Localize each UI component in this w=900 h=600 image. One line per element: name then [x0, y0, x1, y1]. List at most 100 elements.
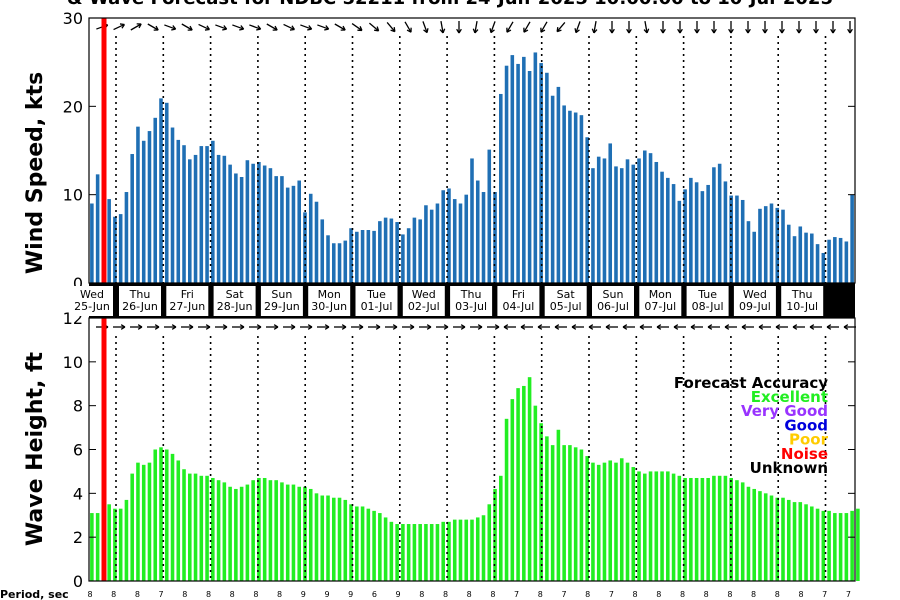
- wind-direction-arrow: [796, 21, 802, 34]
- wind-bar: [752, 231, 756, 283]
- day-label-date: 25-Jun: [74, 300, 110, 313]
- day-label-weekday: Thu: [460, 288, 482, 301]
- wave-bar: [360, 506, 365, 581]
- wind-bar: [746, 221, 751, 283]
- wave-bar: [815, 508, 820, 581]
- wind-direction-arrow: [351, 23, 363, 32]
- wind-bar: [458, 203, 463, 283]
- wind-bar: [159, 98, 163, 283]
- wind-bar: [470, 158, 474, 283]
- wind-bar: [113, 216, 117, 283]
- day-label-date: 06-Jul: [597, 300, 629, 313]
- wave-direction-arrow: [571, 324, 584, 330]
- wave-bar: [435, 524, 440, 581]
- wave-bar: [228, 486, 232, 581]
- wave-bar: [562, 445, 566, 581]
- wind-bar: [314, 201, 319, 283]
- wind-bar: [723, 181, 728, 283]
- wave-bar: [378, 513, 382, 581]
- wave-direction-arrow: [113, 324, 126, 330]
- wind-direction-arrow: [300, 24, 313, 31]
- wind-bar: [844, 241, 849, 283]
- wave-bar: [159, 447, 163, 581]
- wave-direction-arrow: [826, 324, 839, 330]
- wind-bar: [625, 159, 630, 283]
- wave-bar: [303, 486, 307, 581]
- wind-bar: [763, 206, 768, 283]
- wind-ytick-label: 20: [63, 97, 83, 116]
- wind-bar: [343, 240, 348, 283]
- wind-bar: [297, 180, 301, 283]
- day-label-weekday: Tue: [697, 288, 717, 301]
- period-value: 7: [561, 590, 566, 599]
- wind-direction-arrow: [317, 24, 330, 31]
- wave-bar: [844, 513, 849, 581]
- wind-direction-arrow: [556, 21, 566, 33]
- wave-bar: [211, 477, 215, 581]
- day-label-box: [213, 286, 256, 316]
- day-label-box: [686, 286, 729, 316]
- wind-bar: [775, 207, 780, 283]
- period-value: 8: [253, 590, 258, 599]
- wind-bar: [596, 156, 601, 283]
- wind-bar: [798, 226, 803, 283]
- period-value: 8: [585, 590, 590, 599]
- wave-bar: [625, 462, 630, 581]
- wind-bar: [637, 158, 641, 283]
- wind-bar: [533, 52, 538, 284]
- period-value: 8: [751, 590, 756, 599]
- wave-bar: [792, 502, 797, 581]
- wave-bar: [475, 517, 480, 581]
- wave-bar: [366, 508, 371, 581]
- wave-bar: [153, 449, 158, 581]
- wave-bar: [326, 495, 330, 581]
- wave-bar: [291, 484, 296, 581]
- wave-direction-arrow: [520, 324, 533, 330]
- wave-direction-arrow: [639, 324, 652, 330]
- wind-bar: [326, 235, 330, 283]
- wind-direction-arrow: [232, 24, 245, 31]
- wave-bar: [216, 480, 221, 581]
- wave-direction-arrow: [368, 324, 381, 330]
- wind-bar: [758, 208, 762, 283]
- period-value: 8: [656, 590, 661, 599]
- wind-bar: [475, 180, 480, 283]
- wind-ytick-label: 10: [63, 186, 83, 205]
- day-label-weekday: Tue: [366, 288, 386, 301]
- day-label-weekday: Sun: [271, 288, 292, 301]
- legend-item: Poor: [789, 431, 829, 449]
- wave-direction-arrow: [809, 324, 822, 330]
- wave-bar: [619, 458, 624, 581]
- wind-bar: [660, 171, 664, 283]
- wind-bar: [188, 159, 192, 283]
- period-value: 8: [277, 590, 282, 599]
- wind-bar: [107, 199, 111, 283]
- wind-bar: [245, 160, 250, 283]
- wind-bar: [418, 219, 422, 283]
- period-value: 8: [775, 590, 780, 599]
- period-value: 9: [396, 590, 401, 599]
- wind-direction-arrow: [847, 21, 853, 34]
- wind-bar: [464, 194, 469, 283]
- wave-bar: [164, 449, 169, 581]
- wind-bar: [228, 164, 232, 283]
- wave-bar: [130, 473, 134, 581]
- wind-bar: [487, 149, 492, 283]
- day-label-weekday: Wed: [80, 288, 104, 301]
- wind-direction-arrow: [643, 20, 650, 34]
- wave-bar: [274, 480, 278, 581]
- wave-bar: [389, 521, 394, 581]
- wave-bar: [205, 475, 209, 581]
- wave-direction-arrow: [147, 324, 160, 330]
- wind-direction-arrow: [830, 21, 836, 34]
- day-label-date: 28-Jun: [217, 300, 253, 313]
- wave-bar: [308, 488, 313, 581]
- wind-direction-arrow: [266, 23, 278, 31]
- wind-bar: [124, 192, 129, 283]
- wind-direction-arrow: [523, 21, 531, 33]
- wave-ytick-label: 0: [73, 572, 83, 591]
- wave-bar: [245, 484, 250, 581]
- wind-direction-arrow: [334, 23, 346, 31]
- wave-bar: [700, 477, 705, 581]
